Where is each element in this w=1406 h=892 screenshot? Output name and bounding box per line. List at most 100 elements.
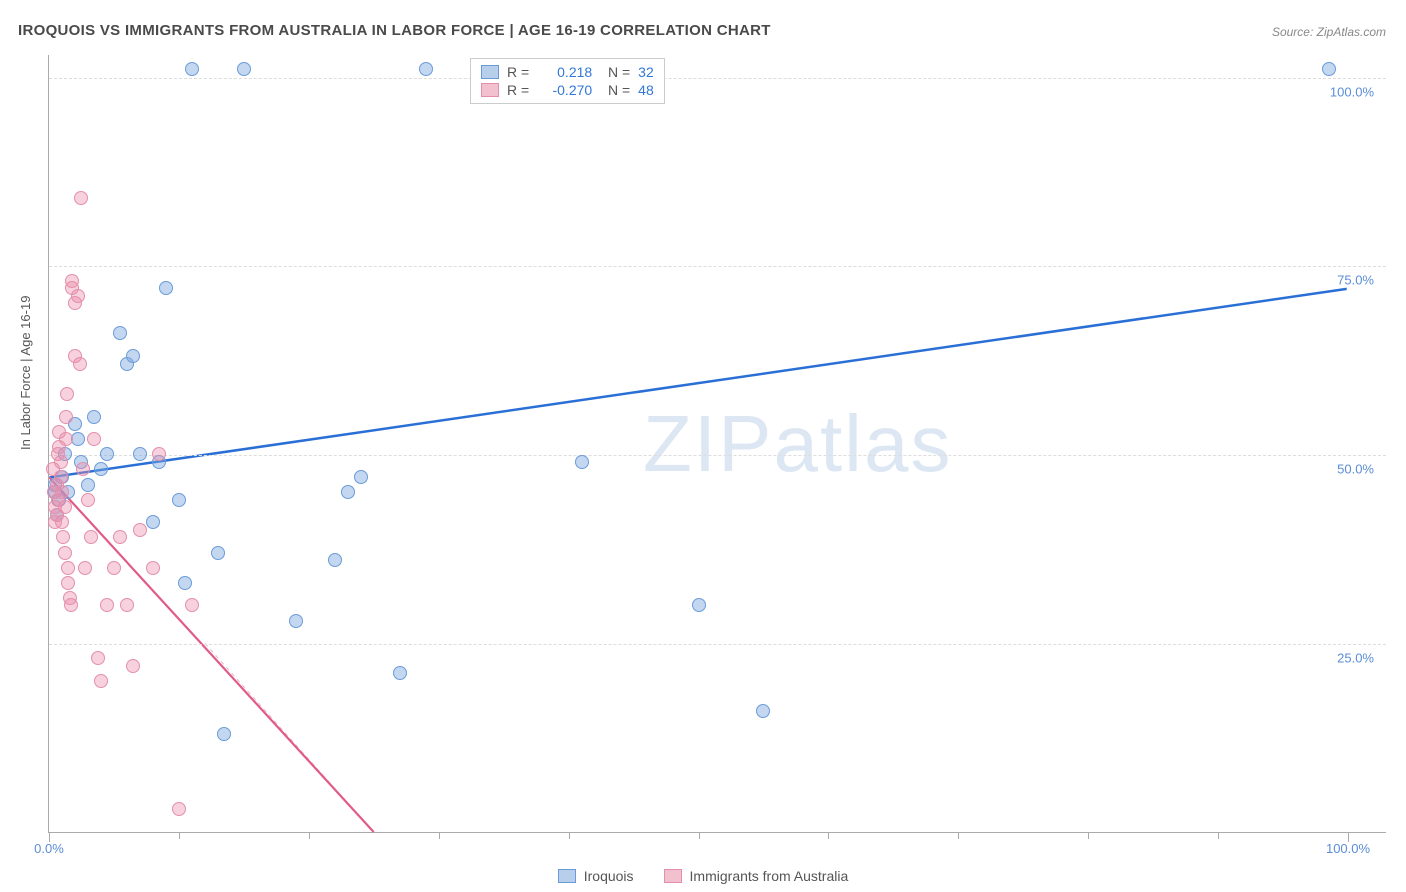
data-point [211, 546, 225, 560]
data-point [341, 485, 355, 499]
data-point [58, 546, 72, 560]
x-tick [958, 832, 959, 839]
x-tick [1218, 832, 1219, 839]
x-tick [699, 832, 700, 839]
data-point [100, 598, 114, 612]
data-point [328, 553, 342, 567]
y-tick-label: 100.0% [1330, 84, 1374, 99]
y-tick-label: 25.0% [1337, 651, 1374, 666]
series-legend: Iroquois Immigrants from Australia [0, 868, 1406, 884]
series-swatch [558, 869, 576, 883]
x-tick-label: 100.0% [1326, 841, 1370, 856]
data-point [65, 274, 79, 288]
x-tick [309, 832, 310, 839]
chart-title: IROQUOIS VS IMMIGRANTS FROM AUSTRALIA IN… [18, 22, 771, 39]
data-point [59, 432, 73, 446]
data-point [133, 523, 147, 537]
legend-item: Iroquois [558, 868, 634, 884]
data-point [120, 598, 134, 612]
x-tick [828, 832, 829, 839]
data-point [289, 614, 303, 628]
data-point [59, 410, 73, 424]
data-point [55, 485, 69, 499]
n-label: N = [600, 64, 630, 80]
data-point [217, 727, 231, 741]
data-point [87, 410, 101, 424]
data-point [71, 289, 85, 303]
data-point [94, 674, 108, 688]
data-point [756, 704, 770, 718]
data-point [54, 470, 68, 484]
data-point [146, 515, 160, 529]
legend-label: Immigrants from Australia [690, 868, 849, 884]
series-swatch [481, 83, 499, 97]
data-point [60, 387, 74, 401]
n-value: 48 [638, 82, 654, 98]
data-point [64, 598, 78, 612]
x-tick [439, 832, 440, 839]
data-point [133, 447, 147, 461]
data-point [146, 561, 160, 575]
data-point [113, 530, 127, 544]
legend-item: Immigrants from Australia [664, 868, 849, 884]
data-point [58, 500, 72, 514]
data-point [87, 432, 101, 446]
data-point [81, 478, 95, 492]
data-point [84, 530, 98, 544]
x-tick [569, 832, 570, 839]
source-attribution: Source: ZipAtlas.com [1272, 25, 1386, 39]
data-point [126, 659, 140, 673]
data-point [61, 576, 75, 590]
series-swatch [481, 65, 499, 79]
n-label: N = [600, 82, 630, 98]
data-point [575, 455, 589, 469]
y-axis-label: In Labor Force | Age 16-19 [18, 296, 33, 450]
data-point [692, 598, 706, 612]
data-point [178, 576, 192, 590]
data-point [419, 62, 433, 76]
gridline [49, 266, 1386, 267]
data-point [159, 281, 173, 295]
legend-label: Iroquois [584, 868, 634, 884]
data-point [56, 530, 70, 544]
data-point [76, 462, 90, 476]
correlation-stats-legend: R = 0.218 N = 32R =-0.270 N = 48 [470, 58, 665, 104]
data-point [78, 561, 92, 575]
x-tick-label: 0.0% [34, 841, 64, 856]
data-point [61, 561, 75, 575]
trend-lines-layer [49, 55, 1386, 832]
gridline [49, 455, 1386, 456]
data-point [55, 515, 69, 529]
data-point [94, 462, 108, 476]
data-point [91, 651, 105, 665]
data-point [354, 470, 368, 484]
stats-row: R = 0.218 N = 32 [481, 63, 654, 81]
stats-row: R =-0.270 N = 48 [481, 81, 654, 99]
data-point [237, 62, 251, 76]
data-point [172, 802, 186, 816]
x-tick [179, 832, 180, 839]
r-label: R = [507, 64, 529, 80]
r-value: -0.270 [537, 82, 592, 98]
y-tick-label: 75.0% [1337, 273, 1374, 288]
series-swatch [664, 869, 682, 883]
gridline [49, 78, 1386, 79]
data-point [1322, 62, 1336, 76]
data-point [81, 493, 95, 507]
n-value: 32 [638, 64, 654, 80]
correlation-chart: IROQUOIS VS IMMIGRANTS FROM AUSTRALIA IN… [0, 0, 1406, 892]
plot-area: ZIPatlas 25.0%50.0%75.0%100.0%0.0%100.0% [48, 55, 1386, 833]
data-point [172, 493, 186, 507]
data-point [113, 326, 127, 340]
y-tick-label: 50.0% [1337, 462, 1374, 477]
data-point [185, 598, 199, 612]
data-point [74, 191, 88, 205]
data-point [152, 447, 166, 461]
data-point [185, 62, 199, 76]
gridline [49, 644, 1386, 645]
data-point [100, 447, 114, 461]
r-value: 0.218 [537, 64, 592, 80]
x-tick [1088, 832, 1089, 839]
data-point [73, 357, 87, 371]
data-point [393, 666, 407, 680]
